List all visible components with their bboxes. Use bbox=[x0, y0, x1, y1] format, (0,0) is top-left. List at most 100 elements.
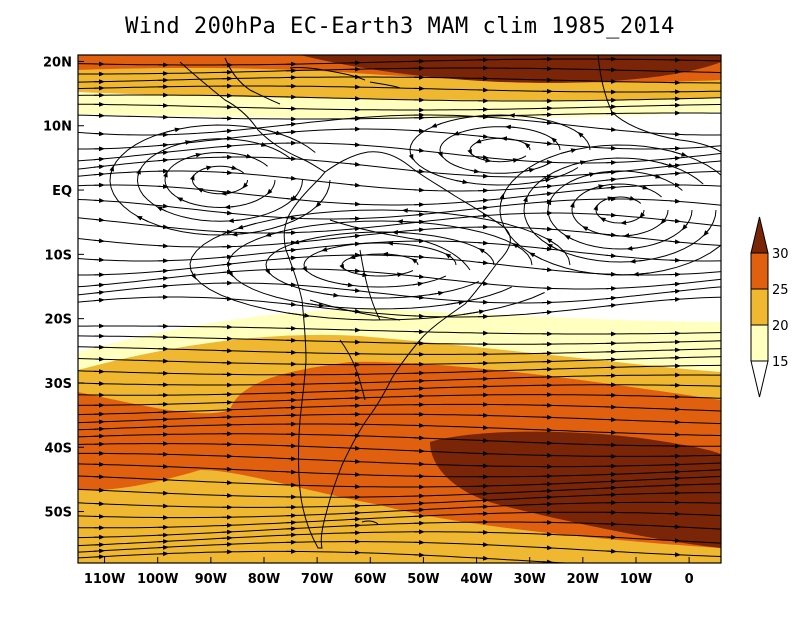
lat-tick-label: 50S bbox=[45, 506, 72, 521]
streamline-arrow bbox=[467, 148, 472, 156]
streamline-arrow bbox=[546, 243, 558, 250]
streamline-arrow bbox=[349, 241, 361, 247]
colorbar-segment bbox=[750, 252, 769, 290]
streamline-arrow bbox=[605, 212, 617, 218]
colorbar-label: 15 bbox=[772, 355, 789, 370]
streamline-arrow bbox=[430, 122, 442, 128]
colorbar-top-triangle bbox=[750, 216, 769, 254]
streamline-arrow bbox=[305, 302, 325, 308]
streamline-arrow bbox=[93, 164, 105, 170]
streamline-arrow bbox=[541, 191, 553, 197]
streamline-arrow bbox=[470, 168, 481, 174]
streamline-arrow bbox=[157, 224, 169, 230]
streamline-arrow bbox=[349, 308, 361, 314]
streamline-arrow bbox=[669, 218, 681, 224]
streamline bbox=[265, 231, 495, 299]
streamline-arrow bbox=[265, 268, 271, 275]
streamline-arrow bbox=[361, 272, 369, 278]
colorbar-label: 20 bbox=[772, 319, 789, 334]
streamline-arrow bbox=[413, 254, 425, 260]
streamline-arrow bbox=[206, 165, 213, 171]
streamline-arrow bbox=[408, 153, 414, 161]
streamline-arrow bbox=[285, 175, 297, 181]
streamline-arrow bbox=[401, 208, 428, 214]
streamline-arrow bbox=[605, 303, 617, 308]
streamline-arrow bbox=[413, 274, 425, 279]
streamline-arrow bbox=[189, 174, 195, 181]
streamline-arrow bbox=[156, 206, 167, 212]
streamline-arrow bbox=[412, 281, 424, 287]
streamline-arrow bbox=[349, 226, 361, 232]
colorbar-bottom-triangle bbox=[750, 360, 769, 398]
streamline-arrow bbox=[413, 227, 425, 233]
streamline-arrow bbox=[541, 184, 553, 189]
streamline-arrow bbox=[93, 282, 105, 288]
colorbar-segment bbox=[750, 288, 769, 326]
streamline-arrow bbox=[157, 268, 169, 274]
streamline-arrow bbox=[669, 281, 681, 287]
streamline bbox=[191, 165, 248, 195]
streamline bbox=[439, 126, 561, 174]
streamline-arrow bbox=[632, 271, 650, 277]
streamline-arrow bbox=[669, 155, 681, 161]
lat-tick-label: 40S bbox=[45, 441, 72, 456]
lat-tick-label: 10S bbox=[45, 248, 72, 263]
streamline-arrow bbox=[349, 288, 361, 293]
streamline-arrow bbox=[561, 148, 578, 154]
streamline-arrow bbox=[478, 248, 487, 254]
lon-tick-label: 100W bbox=[137, 572, 178, 587]
streamline-arrow bbox=[221, 254, 233, 260]
streamline-arrow bbox=[324, 292, 340, 298]
streamline-arrow bbox=[605, 169, 617, 175]
streamline-arrow bbox=[413, 295, 425, 300]
streamline bbox=[571, 183, 669, 237]
streamline-arrow bbox=[445, 300, 465, 306]
streamline-arrow bbox=[315, 199, 324, 208]
streamline-arrow bbox=[605, 253, 617, 259]
streamline-arrow bbox=[525, 167, 536, 173]
streamline-arrow bbox=[499, 193, 505, 204]
streamline-arrow bbox=[605, 295, 617, 301]
streamline-arrow bbox=[477, 134, 489, 139]
colorbar-label: 25 bbox=[772, 283, 789, 298]
streamline-arrow bbox=[581, 226, 589, 232]
lat-tick-label: EQ bbox=[52, 184, 72, 199]
streamline-arrow bbox=[429, 290, 445, 296]
streamline-arrow bbox=[93, 217, 105, 223]
streamline-arrow bbox=[237, 222, 257, 230]
streamline-arrow bbox=[349, 182, 361, 188]
wind-streamlines bbox=[78, 56, 721, 563]
streamline-arrow bbox=[564, 234, 574, 241]
streamline-arrow bbox=[221, 269, 233, 275]
lon-tick-label: 60W bbox=[354, 572, 386, 587]
lon-tick-label: 110W bbox=[84, 572, 125, 587]
streamline-arrow bbox=[285, 240, 297, 246]
lat-tick-label: 20N bbox=[43, 55, 72, 70]
streamline-arrow bbox=[541, 246, 553, 252]
streamline-arrow bbox=[669, 239, 681, 245]
streamline-arrow bbox=[349, 254, 356, 260]
streamline-arrow bbox=[669, 171, 681, 176]
streamline-arrow bbox=[349, 268, 361, 274]
streamline-arrow bbox=[462, 309, 486, 316]
colorbar-label: 30 bbox=[772, 247, 789, 262]
streamline-arrow bbox=[681, 223, 688, 231]
streamline-arrow bbox=[342, 282, 354, 288]
streamline-arrow bbox=[669, 297, 681, 302]
lon-tick-label: 10W bbox=[620, 572, 652, 587]
streamline-arrow bbox=[626, 245, 638, 251]
streamline-arrow bbox=[349, 115, 361, 121]
streamline bbox=[109, 124, 331, 236]
streamline-arrow bbox=[477, 213, 489, 219]
streamline-arrow bbox=[546, 237, 559, 247]
streamline-arrow bbox=[339, 263, 345, 271]
streamline bbox=[595, 196, 645, 224]
streamline-arrow bbox=[541, 309, 553, 315]
streamline-arrow bbox=[192, 152, 202, 158]
streamline-arrow bbox=[93, 156, 105, 162]
streamline-arrow bbox=[231, 231, 248, 237]
lon-tick-label: 90W bbox=[195, 572, 227, 587]
streamline-arrow bbox=[176, 197, 185, 203]
streamline-arrow bbox=[569, 201, 575, 208]
